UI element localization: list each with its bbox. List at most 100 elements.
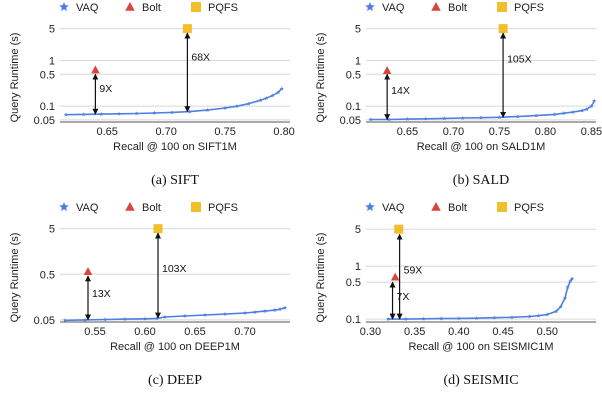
x-tick-label: 0.80 — [535, 126, 556, 138]
x-tick-label: 0.80 — [273, 126, 294, 138]
vaq-point — [545, 312, 550, 317]
y-tick-label: 0.5 — [40, 69, 55, 81]
vaq-point — [187, 109, 192, 114]
x-tick-label: 0.45 — [492, 326, 513, 338]
y-tick-label: 5 — [49, 224, 55, 236]
vaq-point — [182, 313, 188, 318]
vaq-point — [570, 276, 575, 281]
speedup-label: 13X — [92, 288, 111, 300]
x-tick-label: 0.70 — [155, 126, 176, 138]
vaq-point — [456, 316, 461, 321]
legend-vaq-marker — [59, 202, 69, 212]
legend-bolt-label: Bolt — [142, 202, 161, 214]
vaq-point — [62, 318, 68, 323]
y-tick-label: 5 — [355, 224, 361, 236]
vaq-point — [282, 305, 288, 310]
vaq-point — [386, 316, 391, 321]
caption-sift: (a) SIFT — [151, 173, 199, 188]
vaq-point — [497, 115, 502, 120]
legend-vaq-marker — [59, 2, 69, 12]
speedup-label: 68X — [191, 52, 210, 64]
vaq-point — [99, 111, 104, 116]
series-vaq-line — [370, 100, 595, 121]
legend-bolt-label: Bolt — [448, 202, 467, 214]
vaq-point — [580, 108, 585, 113]
vaq-point — [534, 113, 539, 118]
legend-bolt-label: Bolt — [142, 2, 161, 14]
legend-bolt-marker — [431, 2, 441, 11]
legend-bolt-marker — [125, 2, 135, 11]
vaq-point — [152, 110, 157, 115]
x-tick-label: 0.40 — [448, 326, 469, 338]
vaq-point — [439, 316, 444, 321]
y-tick-label: 0.5 — [40, 269, 55, 281]
pqfs-point — [153, 224, 163, 234]
vaq-point — [223, 105, 228, 110]
vaq-point — [527, 314, 532, 319]
y-tick-label: 5 — [49, 24, 55, 36]
legend-pqfs-label: PQFS — [208, 2, 238, 14]
legend-pqfs-marker — [191, 202, 201, 212]
legend-pqfs-marker — [497, 202, 507, 212]
vaq-point — [565, 285, 570, 289]
pqfs-point — [498, 24, 508, 34]
series-vaq-line — [65, 88, 283, 116]
vaq-point — [169, 110, 175, 115]
chart-seismic: VAQ Bolt PQFS 0.1 0.5 1 5 0.30 0.35 0.40 0.45 0.50 R… — [315, 202, 596, 388]
x-tick-label: 0.65 — [96, 126, 117, 138]
caption-seismic: (d) SEISMIC — [443, 373, 518, 388]
vaq-point — [442, 116, 447, 121]
y-tick-label: 1 — [355, 261, 361, 273]
vaq-point — [116, 111, 122, 116]
pqfs-point — [394, 224, 404, 234]
vaq-point — [460, 115, 465, 120]
x-axis-title: Recall @ 100 on SIFT1M — [113, 141, 237, 153]
x-axis-title: Recall @ 100 on DEEP1M — [110, 341, 240, 353]
pqfs-point — [182, 24, 192, 34]
bolt-point — [382, 66, 392, 75]
vaq-point — [368, 117, 373, 122]
x-tick-label: 0.75 — [214, 126, 235, 138]
vaq-point — [246, 101, 251, 106]
x-tick-label: 0.50 — [537, 326, 558, 338]
y-axis-title: Query Runtime (s) — [9, 233, 21, 323]
legend-pqfs-marker — [497, 2, 507, 12]
vaq-point — [403, 316, 408, 321]
vaq-point — [252, 309, 258, 314]
legend-bolt-marker — [431, 202, 441, 211]
vaq-point — [82, 317, 88, 322]
vaq-point — [81, 112, 86, 117]
vaq-point — [258, 98, 263, 102]
legend-vaq-marker — [365, 2, 375, 12]
speedup-label: 14X — [391, 85, 410, 97]
vaq-point — [570, 109, 576, 114]
vaq-point — [552, 112, 557, 117]
speedup-label: 9X — [99, 83, 112, 95]
vaq-point — [272, 307, 278, 312]
x-tick-label: 0.70 — [443, 126, 464, 138]
vaq-point — [589, 103, 594, 108]
y-tick-label: 0.5 — [346, 277, 361, 289]
x-tick-label: 0.60 — [134, 326, 155, 338]
vaq-point — [478, 115, 484, 120]
x-tick-label: 0.85 — [581, 126, 602, 138]
vaq-point — [558, 304, 563, 309]
y-tick-label: 0.05 — [34, 315, 55, 327]
legend-pqfs-label: PQFS — [208, 202, 238, 214]
vaq-point — [234, 103, 240, 108]
vaq-point — [63, 112, 68, 117]
y-tick-label: 0.05 — [340, 115, 361, 127]
y-tick-label: 0.5 — [346, 69, 361, 81]
vaq-point — [102, 317, 108, 322]
series-vaq-line — [388, 278, 573, 320]
caption-sald: (b) SALD — [453, 173, 509, 188]
vaq-point — [584, 106, 589, 111]
x-axis-title: Recall @ 100 on SALD1M — [417, 141, 546, 153]
vaq-point — [536, 313, 541, 318]
vaq-point — [122, 316, 128, 321]
legend-pqfs-label: PQFS — [514, 2, 544, 14]
legend-vaq-label: VAQ — [382, 2, 405, 14]
x-tick-label: 0.75 — [489, 126, 510, 138]
speedup-label: 105X — [507, 53, 532, 65]
